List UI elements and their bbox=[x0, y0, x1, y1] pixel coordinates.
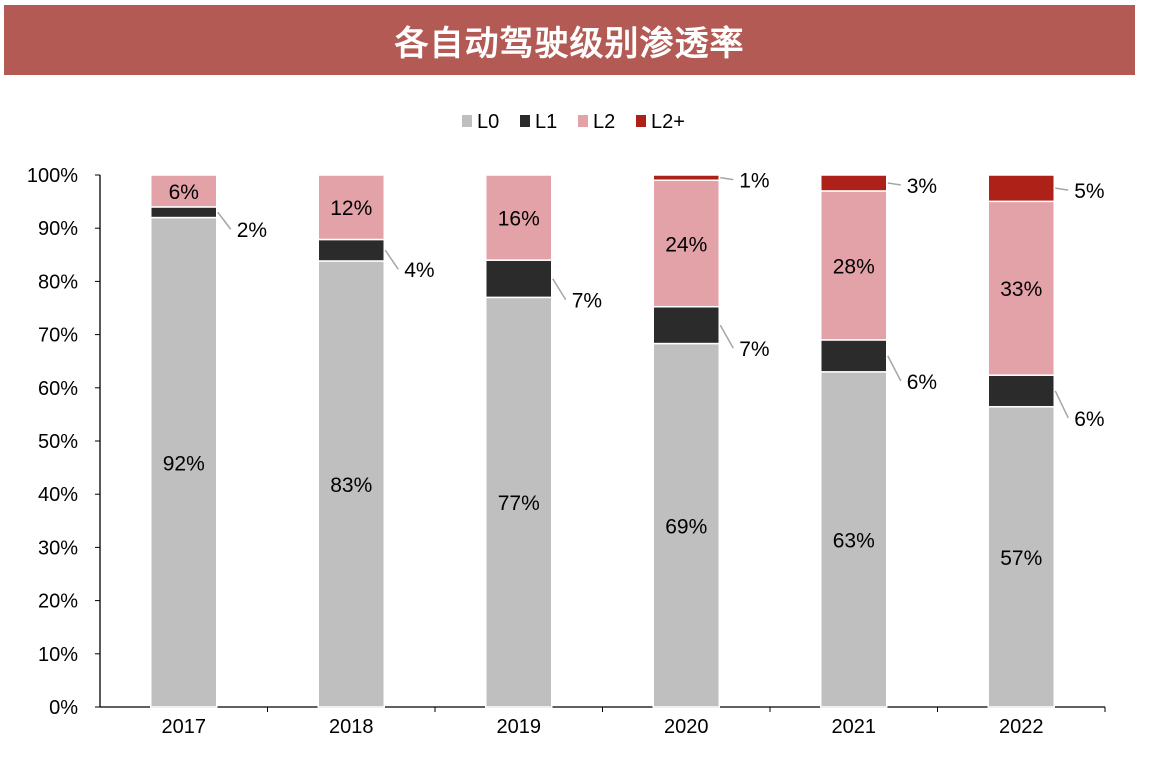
x-tick-label: 2022 bbox=[999, 716, 1044, 738]
y-tick-label: 100% bbox=[27, 165, 78, 187]
leader-line bbox=[719, 324, 734, 349]
leader-line bbox=[887, 355, 902, 382]
bar-segment-l2 bbox=[652, 179, 720, 308]
bar-segment-l0 bbox=[485, 296, 553, 708]
leader-line bbox=[1054, 390, 1069, 419]
legend-swatch-l0 bbox=[462, 115, 472, 127]
data-label: 6% bbox=[169, 181, 199, 204]
x-tick-label: 2020 bbox=[664, 716, 709, 738]
leader-line bbox=[552, 278, 567, 301]
y-tick-label: 0% bbox=[49, 697, 78, 719]
bar-segment-l0 bbox=[652, 342, 720, 708]
bar-segment-l2 bbox=[987, 200, 1055, 376]
leader-line bbox=[217, 211, 232, 230]
leader-line bbox=[384, 249, 399, 270]
bar-segment-l1 bbox=[150, 206, 218, 219]
x-tick-label: 2021 bbox=[832, 716, 877, 738]
x-tick-label: 2018 bbox=[329, 716, 374, 738]
x-tick-label: 2019 bbox=[497, 716, 542, 738]
leader-line bbox=[887, 182, 901, 186]
bar-segment-l2plus bbox=[652, 174, 720, 182]
bar-segment-l1 bbox=[317, 238, 385, 262]
chart-title: 各自动驾驶级别渗透率 bbox=[394, 23, 745, 64]
data-label: 6% bbox=[907, 371, 937, 394]
bar-segment-l1 bbox=[820, 339, 888, 373]
bar-segment-l1 bbox=[485, 259, 553, 299]
bar-segment-l2 bbox=[317, 174, 385, 241]
bar-segment-l2plus bbox=[987, 174, 1055, 203]
data-label: 69% bbox=[665, 515, 707, 538]
y-tick-label: 20% bbox=[38, 591, 78, 613]
data-label: 24% bbox=[665, 233, 707, 256]
x-tick-label: 2017 bbox=[162, 716, 207, 738]
y-tick-label: 50% bbox=[38, 431, 78, 453]
data-label: 77% bbox=[498, 492, 540, 515]
data-label: 7% bbox=[572, 290, 602, 313]
data-label: 92% bbox=[163, 452, 205, 475]
leader-line bbox=[720, 176, 734, 181]
bar-segment-l1 bbox=[987, 374, 1055, 408]
legend-swatch-l2 bbox=[578, 115, 588, 127]
bar-segment-l2plus bbox=[820, 174, 888, 192]
data-label: 3% bbox=[907, 175, 937, 198]
data-label: 2% bbox=[237, 219, 267, 242]
data-label: 16% bbox=[498, 208, 540, 231]
y-tick-label: 90% bbox=[38, 218, 78, 240]
legend-label: L2+ bbox=[651, 111, 685, 133]
legend-swatch-l1 bbox=[520, 115, 530, 127]
data-label: 5% bbox=[1074, 180, 1104, 203]
bar-segment-l2 bbox=[485, 174, 553, 261]
data-label: 12% bbox=[330, 197, 372, 220]
legend-swatch-l2plus bbox=[636, 115, 646, 127]
bar-segment-l0 bbox=[820, 371, 888, 708]
bar-segment-l0 bbox=[150, 216, 218, 708]
data-label: 28% bbox=[833, 255, 875, 278]
bar-segment-l2 bbox=[150, 174, 218, 208]
data-label: 7% bbox=[739, 338, 769, 361]
data-label: 63% bbox=[833, 529, 875, 552]
bar-segment-l2 bbox=[820, 190, 888, 341]
legend-label: L0 bbox=[477, 111, 499, 133]
y-tick-label: 10% bbox=[38, 644, 78, 666]
y-tick-label: 70% bbox=[38, 325, 78, 347]
title-banner: 各自动驾驶级别渗透率 bbox=[4, 5, 1135, 75]
legend-label: L2 bbox=[593, 111, 615, 133]
bar-segment-l0 bbox=[987, 406, 1055, 708]
leader-line bbox=[1055, 187, 1069, 191]
bar-segment-l1 bbox=[652, 305, 720, 345]
data-label: 6% bbox=[1074, 408, 1104, 431]
data-label: 33% bbox=[1000, 278, 1042, 301]
data-label: 4% bbox=[404, 259, 434, 282]
y-tick-label: 30% bbox=[38, 537, 78, 559]
y-tick-label: 60% bbox=[38, 378, 78, 400]
legend-label: L1 bbox=[535, 111, 557, 133]
data-label: 57% bbox=[1000, 547, 1042, 570]
data-label: 1% bbox=[739, 170, 769, 193]
y-tick-label: 80% bbox=[38, 271, 78, 293]
y-tick-label: 40% bbox=[38, 484, 78, 506]
data-label: 83% bbox=[330, 474, 372, 497]
